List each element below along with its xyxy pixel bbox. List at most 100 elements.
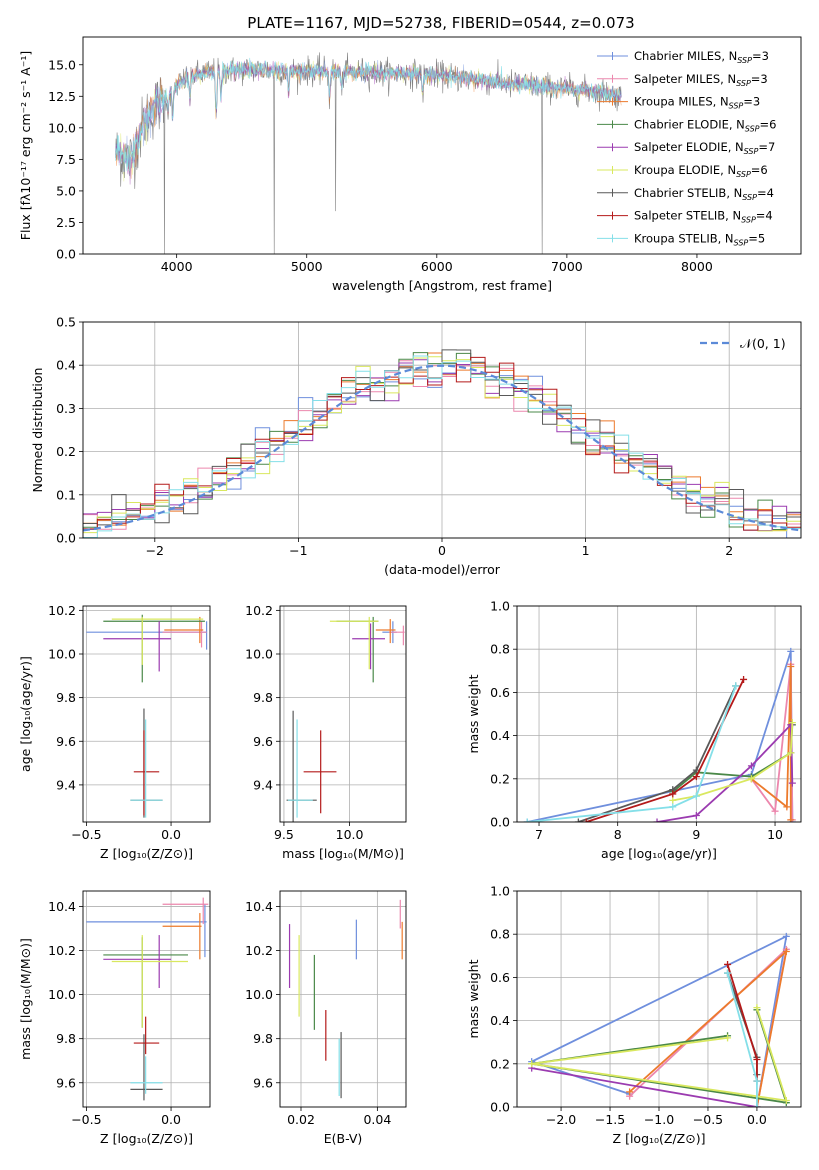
mass-weight-vs-z-ytick-label: 0.4 <box>490 1013 510 1028</box>
mass-weight-vs-age-marker <box>692 792 700 800</box>
mass-weight-vs-z-ytick-label: 0.2 <box>490 1056 510 1071</box>
mass-vs-ebv-ytick-label: 10.4 <box>245 899 273 914</box>
spectrum-xtick-label: 7000 <box>551 259 583 274</box>
mass-weight-vs-age-ticks: 7 8 9 10 0.0 0.2 0.4 0.6 0.8 1.0 <box>490 599 783 843</box>
mass-weight-vs-z-xlabel: Z [log₁₀(Z/Z⊙)] <box>613 1131 706 1146</box>
mass-weight-vs-age-ylabel: mass weight <box>466 674 481 753</box>
age-vs-mass-xtick-label: 10.0 <box>336 827 364 842</box>
mass-weight-vs-z-ticks: −2.0 −1.5 −1.0 −0.5 0.0 0.0 0.2 0.4 0.6 0.8 1.0 <box>490 884 767 1128</box>
mass-vs-z-grid <box>83 891 210 1107</box>
age-vs-mass-frame <box>279 605 407 823</box>
mass-vs-ebv-xtick-label: 0.04 <box>363 1112 391 1127</box>
mass-weight-vs-age-marker <box>692 812 700 820</box>
histogram-xtick-label: −2 <box>146 543 164 558</box>
mass-vs-ebv-ytick-label: 9.6 <box>253 1075 273 1090</box>
age-vs-mass-ytick-label: 9.8 <box>253 690 273 705</box>
mass-vs-ebv-xtick-label: 0.02 <box>287 1112 315 1127</box>
mass-weight-vs-age-marker <box>574 818 582 822</box>
mass-vs-ebv-points <box>288 899 403 1099</box>
mass-vs-z-xlabel: Z [log₁₀(Z/Z⊙)] <box>100 1131 193 1146</box>
mass-weight-vs-z-marker <box>626 1088 634 1096</box>
mass-vs-z-ylabel: mass [log₁₀(M/M⊙)] <box>18 938 33 1060</box>
mass-weight-vs-age-marker <box>523 818 531 822</box>
mass-weight-vs-age-marker <box>747 762 755 770</box>
spectrum-ylabel: Flux [fλ10⁻¹⁷ erg cm⁻² s⁻¹ A⁻¹] <box>18 51 33 240</box>
mass-weight-vs-age-marker <box>787 816 795 822</box>
spectrum-xtick-label: 5000 <box>291 259 323 274</box>
histogram-frame <box>82 321 802 539</box>
mass-vs-z-xtick-label: 0.0 <box>161 1112 181 1127</box>
spectrum-model-line <box>115 57 622 172</box>
mass-weight-vs-z-xtick-label: −1.0 <box>644 1112 674 1127</box>
gaussian-legend-label: 𝒩(0, 1) <box>740 336 786 351</box>
mass-weight-vs-age-marker <box>582 818 590 822</box>
mass-weight-vs-age-marker <box>787 647 795 655</box>
histogram-xtick-label: 2 <box>725 543 733 558</box>
age-vs-mass-ytick-label: 10.2 <box>245 603 273 618</box>
mass-weight-vs-z-marker <box>724 1034 732 1042</box>
mass-weight-vs-age-series-7 <box>585 679 745 822</box>
mass-weight-vs-age-ytick-label: 0.2 <box>490 771 510 786</box>
spectrum-legend: Chabrier MILES, NSSP=3 Salpeter MILES, NS… <box>597 49 776 247</box>
histogram-ytick-label: 0.5 <box>56 315 76 330</box>
mass-vs-z-ytick-label: 10.0 <box>48 987 76 1002</box>
age-vs-mass-ytick-label: 9.4 <box>253 777 273 792</box>
spectrum-lines <box>115 52 622 254</box>
spectrum-ytick-label: 15.0 <box>48 57 76 72</box>
mass-weight-vs-age-marker <box>788 779 796 787</box>
mass-weight-vs-z-xtick-label: −0.5 <box>693 1112 723 1127</box>
age-vs-mass-panel: 9.5 10.0 9.4 9.6 9.8 10.0 10.2 mass [log₁₀(M/M⊙… <box>245 603 407 861</box>
age-vs-z-ylabel: age [log₁₀(age/yr)] <box>18 656 33 772</box>
age-vs-mass-points <box>286 616 405 822</box>
histogram-ytick-label: 0.2 <box>56 444 76 459</box>
mass-weight-vs-age-ytick-label: 0.0 <box>490 815 510 830</box>
residual-histogram-panel: −2 −1 0 1 2 0.0 0.1 0.2 0.3 0.4 0.5 (data-model)/er… <box>30 315 802 577</box>
mass-weight-vs-age-xtick-label: 10 <box>767 827 783 842</box>
age-vs-z-frame <box>82 605 211 823</box>
mass-weight-vs-z-marker <box>782 947 790 955</box>
mass-weight-vs-age-marker <box>787 662 795 670</box>
mass-vs-ebv-ytick-label: 9.8 <box>253 1031 273 1046</box>
mass-weight-vs-z-ylabel: mass weight <box>466 959 481 1038</box>
mass-weight-vs-age-marker <box>747 775 755 783</box>
spectrum-ytick-label: 5.0 <box>56 183 76 198</box>
mass-vs-ebv-ytick-label: 10.2 <box>245 943 273 958</box>
histogram-ylabel: Normed distribution <box>30 368 45 493</box>
mass-weight-vs-z-ytick-label: 1.0 <box>490 884 510 899</box>
spectrum-ytick-label: 2.5 <box>56 215 76 230</box>
mass-weight-vs-age-xtick-label: 8 <box>614 827 622 842</box>
figure-title: PLATE=1167, MJD=52738, FIBERID=0544, z=0… <box>247 14 634 32</box>
age-vs-z-grid <box>83 606 210 822</box>
mass-weight-vs-z-series-5 <box>531 1007 788 1102</box>
spectrum-xlabel: wavelength [Angstrom, rest frame] <box>332 278 552 293</box>
mass-weight-vs-age-ytick-label: 1.0 <box>490 599 510 614</box>
mass-weight-vs-age-marker <box>732 682 740 690</box>
spectrum-ytick-label: 0.0 <box>56 247 76 262</box>
mass-vs-ebv-ytick-label: 10.0 <box>245 987 273 1002</box>
legend-label: Salpeter STELIB, NSSP=4 <box>634 209 773 225</box>
legend-label: Kroupa ELODIE, NSSP=6 <box>634 163 768 179</box>
mass-weight-vs-age-marker <box>669 803 677 811</box>
mass-weight-vs-z-lines <box>528 932 790 1107</box>
mass-weight-vs-z-marker <box>782 1097 790 1105</box>
mass-weight-vs-z-frame <box>516 890 802 1108</box>
age-vs-mass-grid <box>280 606 406 822</box>
age-vs-mass-ticks: 9.5 10.0 9.4 9.6 9.8 10.0 10.2 <box>245 603 363 842</box>
mass-weight-vs-age-marker <box>669 790 677 798</box>
mass-weight-vs-z-marker <box>753 1077 761 1085</box>
legend-label: Salpeter ELODIE, NSSP=7 <box>634 140 775 156</box>
mass-weight-vs-age-ytick-label: 0.6 <box>490 685 510 700</box>
histogram-ytick-label: 0.3 <box>56 401 76 416</box>
mass-weight-vs-z-marker <box>724 960 732 968</box>
mass-weight-vs-age-series-1 <box>750 664 794 820</box>
mass-vs-ebv-ticks: 0.02 0.04 9.6 9.8 10.0 10.2 10.4 <box>245 899 391 1127</box>
mass-vs-z-ytick-label: 9.6 <box>56 1075 76 1090</box>
age-vs-mass-xtick-label: 9.5 <box>274 827 294 842</box>
mass-weight-vs-z-marker <box>782 932 790 940</box>
mass-weight-vs-age-marker <box>740 675 748 683</box>
spectrum-model-line <box>115 60 622 185</box>
mass-weight-vs-age-lines <box>523 647 796 822</box>
mass-weight-vs-age-marker <box>653 818 661 822</box>
gaussian-curve <box>83 364 801 532</box>
legend-label: Kroupa STELIB, NSSP=5 <box>634 231 765 247</box>
